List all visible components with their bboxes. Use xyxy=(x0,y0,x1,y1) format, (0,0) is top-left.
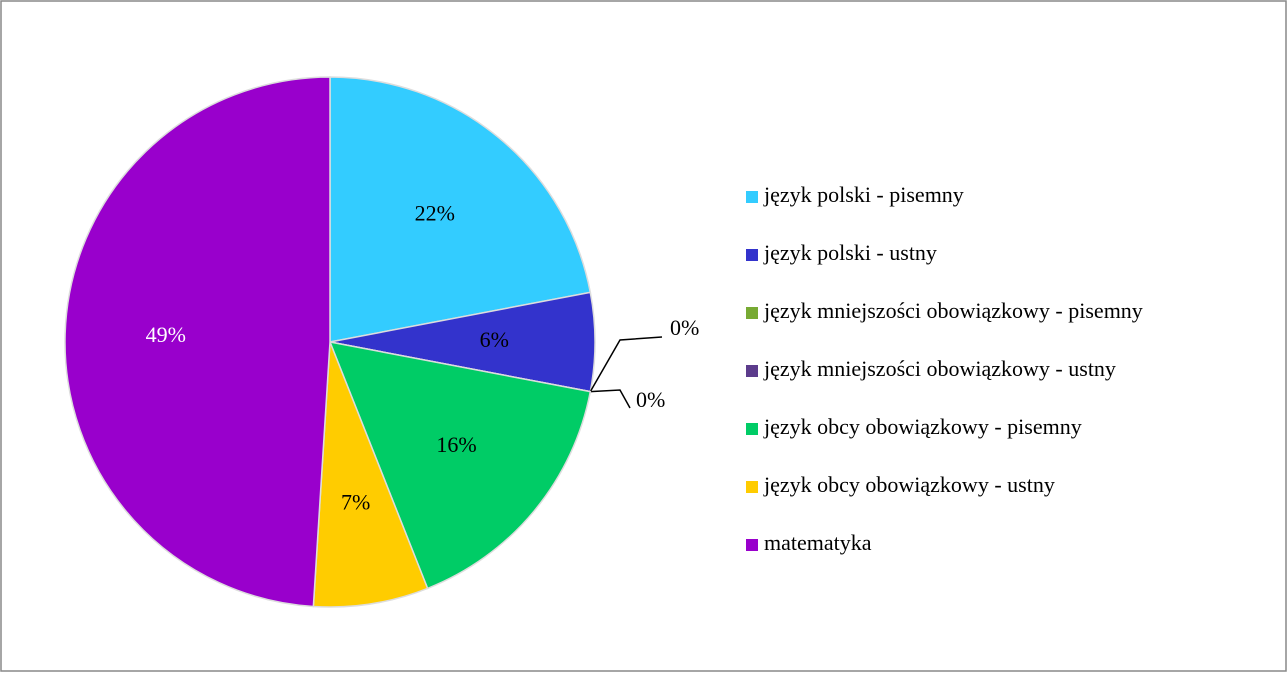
data-label: 0% xyxy=(670,315,699,340)
legend-label: język polski - ustny xyxy=(763,240,937,265)
legend-swatch xyxy=(746,307,758,319)
legend-label: język obcy obowiązkowy - ustny xyxy=(763,472,1055,497)
data-label: 49% xyxy=(146,322,186,347)
data-label: 6% xyxy=(480,327,509,352)
legend-swatch xyxy=(746,481,758,493)
legend-label: język mniejszości obowiązkowy - ustny xyxy=(763,356,1116,381)
legend-swatch xyxy=(746,423,758,435)
legend-swatch xyxy=(746,249,758,261)
legend-swatch xyxy=(746,539,758,551)
legend-swatch xyxy=(746,365,758,377)
legend-label: język polski - pisemny xyxy=(763,182,964,207)
leader-line xyxy=(590,389,631,409)
legend-label: język obcy obowiązkowy - pisemny xyxy=(763,414,1082,439)
pie-slice xyxy=(328,341,592,590)
pie-slice xyxy=(64,76,331,608)
data-label: 22% xyxy=(415,200,455,225)
data-label: 7% xyxy=(341,489,370,514)
pie-slice xyxy=(312,341,429,608)
data-label: 0% xyxy=(636,387,665,412)
legend-label: język mniejszości obowiązkowy - pisemny xyxy=(763,298,1143,323)
leader-line xyxy=(589,336,663,393)
legend-swatch xyxy=(746,191,758,203)
legend-label: matematyka xyxy=(764,530,872,555)
data-label: 16% xyxy=(436,432,476,457)
pie-slice xyxy=(329,76,592,343)
